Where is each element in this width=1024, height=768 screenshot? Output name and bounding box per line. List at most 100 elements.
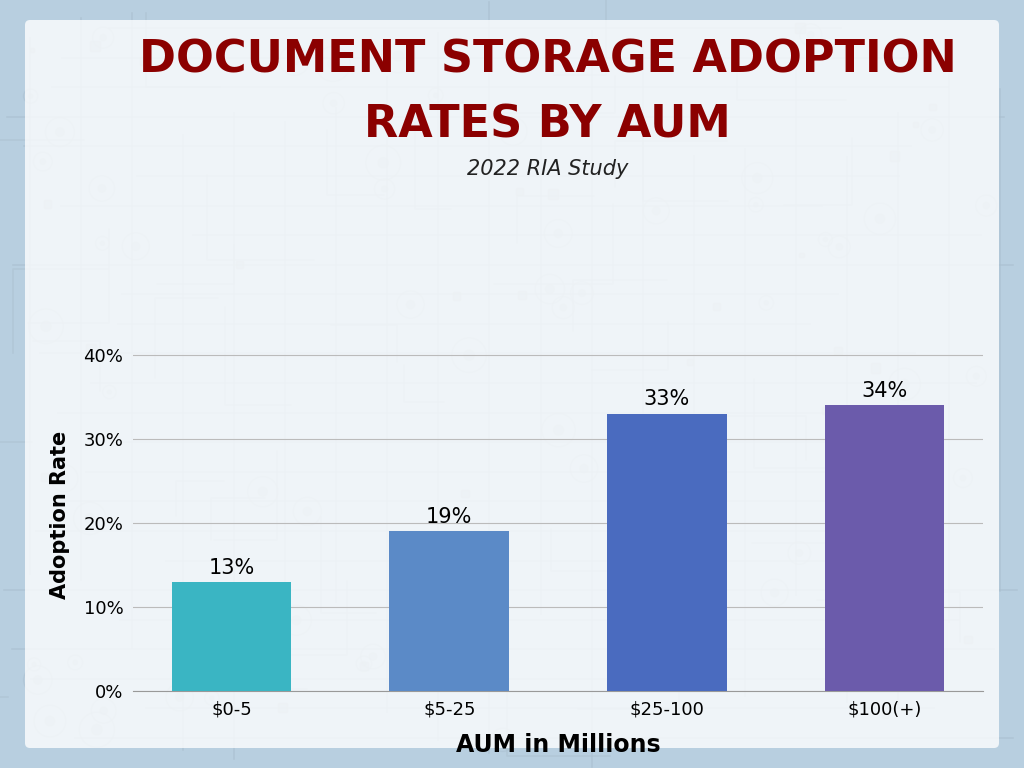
Circle shape <box>100 241 104 245</box>
Circle shape <box>361 661 367 666</box>
Circle shape <box>378 157 388 168</box>
Bar <box>859 455 864 460</box>
Circle shape <box>754 203 758 207</box>
Circle shape <box>60 474 69 482</box>
Bar <box>612 546 617 551</box>
Circle shape <box>85 514 94 523</box>
Circle shape <box>29 94 33 98</box>
Bar <box>518 291 526 299</box>
Circle shape <box>464 350 474 360</box>
Y-axis label: Adoption Rate: Adoption Rate <box>49 430 70 599</box>
Circle shape <box>753 174 762 183</box>
Bar <box>172 582 292 691</box>
Circle shape <box>929 127 936 134</box>
Bar <box>453 293 460 300</box>
Bar <box>462 490 469 498</box>
Text: 34%: 34% <box>861 381 907 401</box>
Bar <box>890 151 899 161</box>
Circle shape <box>580 465 588 472</box>
Circle shape <box>108 390 112 394</box>
Circle shape <box>91 724 102 735</box>
Circle shape <box>100 707 108 714</box>
Bar <box>607 414 727 691</box>
Circle shape <box>480 620 487 627</box>
Text: DOCUMENT STORAGE ADOPTION: DOCUMENT STORAGE ADOPTION <box>139 38 956 81</box>
Bar <box>796 23 805 33</box>
Circle shape <box>175 693 183 701</box>
Circle shape <box>100 35 106 41</box>
Bar <box>516 188 523 196</box>
Circle shape <box>764 301 768 305</box>
Text: 13%: 13% <box>209 558 255 578</box>
Circle shape <box>328 58 338 69</box>
Bar <box>549 190 558 199</box>
Circle shape <box>393 51 403 61</box>
Bar <box>883 713 888 718</box>
Circle shape <box>983 203 989 209</box>
Bar <box>821 407 828 414</box>
Text: 33%: 33% <box>644 389 690 409</box>
Bar <box>278 703 287 712</box>
Bar <box>236 260 244 268</box>
Bar <box>714 303 720 310</box>
Circle shape <box>382 186 388 192</box>
Circle shape <box>876 214 885 223</box>
Circle shape <box>370 653 377 660</box>
Circle shape <box>210 696 214 700</box>
Bar <box>687 359 693 365</box>
Circle shape <box>500 737 506 743</box>
Circle shape <box>546 285 554 293</box>
Bar <box>90 41 99 51</box>
Bar <box>833 567 839 573</box>
Bar <box>799 253 804 257</box>
Circle shape <box>98 184 105 192</box>
Circle shape <box>974 373 979 379</box>
Circle shape <box>292 616 301 624</box>
Bar <box>929 104 936 111</box>
Circle shape <box>187 633 193 638</box>
Circle shape <box>554 230 562 237</box>
Circle shape <box>509 127 517 135</box>
Circle shape <box>807 31 814 38</box>
X-axis label: AUM in Millions: AUM in Millions <box>456 733 660 756</box>
Bar <box>824 406 944 691</box>
Bar <box>381 45 390 55</box>
Circle shape <box>579 290 586 296</box>
FancyBboxPatch shape <box>25 20 999 748</box>
Bar <box>835 347 842 354</box>
Text: RATES BY AUM: RATES BY AUM <box>365 104 731 147</box>
Circle shape <box>770 588 778 597</box>
Circle shape <box>652 207 660 215</box>
Circle shape <box>303 507 311 515</box>
Bar <box>870 363 881 373</box>
Circle shape <box>823 237 827 242</box>
Circle shape <box>132 242 140 250</box>
Circle shape <box>73 660 78 664</box>
Bar <box>30 48 34 51</box>
Circle shape <box>866 581 877 592</box>
Bar <box>140 58 147 65</box>
Circle shape <box>45 717 54 726</box>
Bar <box>41 472 50 482</box>
Bar <box>964 636 972 644</box>
Circle shape <box>796 550 803 556</box>
Circle shape <box>900 379 909 389</box>
Circle shape <box>55 127 65 137</box>
Circle shape <box>961 475 966 481</box>
Circle shape <box>32 663 36 667</box>
Circle shape <box>481 674 488 681</box>
Circle shape <box>331 100 337 107</box>
Bar <box>86 344 96 354</box>
Bar <box>389 531 509 691</box>
Circle shape <box>836 243 843 250</box>
Circle shape <box>407 300 415 309</box>
Bar <box>913 122 918 127</box>
Bar <box>359 662 368 670</box>
Circle shape <box>34 676 42 684</box>
Circle shape <box>560 304 566 311</box>
Circle shape <box>258 487 267 496</box>
Text: 19%: 19% <box>426 507 472 527</box>
Circle shape <box>41 321 51 332</box>
Circle shape <box>554 425 563 435</box>
Text: 2022 RIA Study: 2022 RIA Study <box>467 159 629 179</box>
